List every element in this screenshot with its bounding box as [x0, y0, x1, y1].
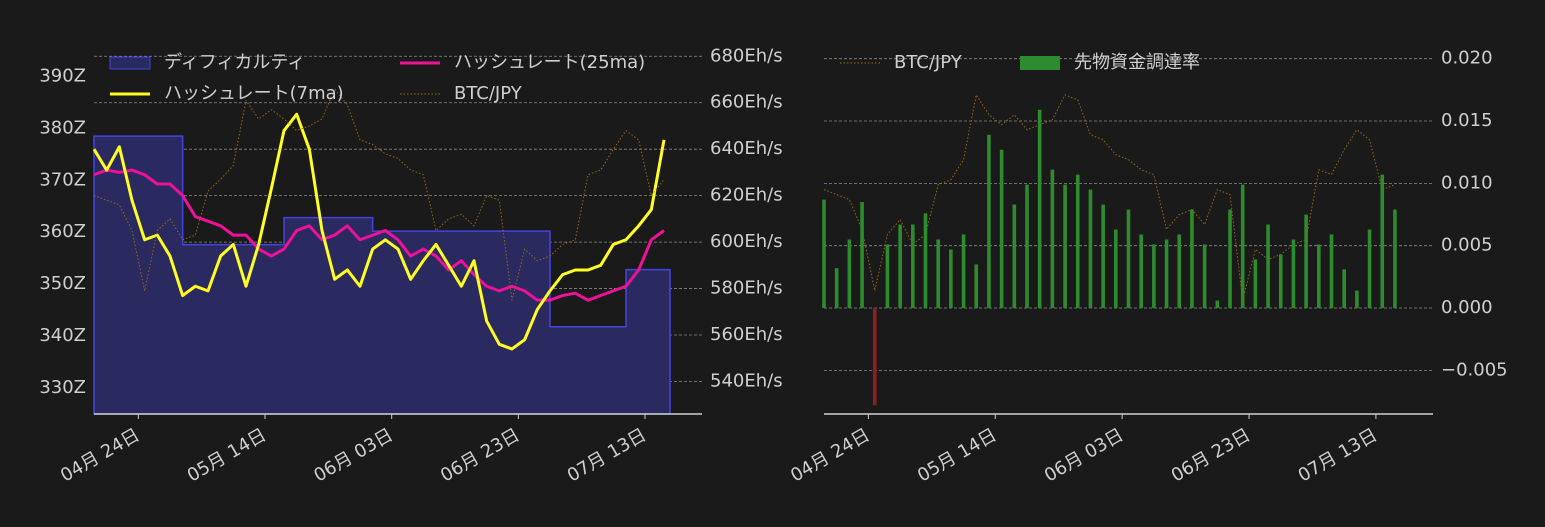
bar [1393, 209, 1397, 309]
bar [1380, 174, 1385, 309]
bar [1050, 169, 1055, 309]
bar [961, 234, 966, 309]
y-tick-label: 0.005 [1441, 235, 1493, 256]
bar [923, 213, 928, 309]
legend-label: ハッシュレート(7ma) [164, 83, 344, 104]
bar [1114, 229, 1118, 309]
y-tick-label: 370Z [39, 169, 86, 190]
y-tick-label: 380Z [39, 117, 86, 138]
bar [1253, 259, 1258, 309]
bar [1075, 174, 1080, 309]
y2-tick-label: 680Eh/s [710, 45, 783, 66]
y-tick-label: 390Z [39, 65, 86, 86]
bar [885, 244, 890, 309]
bar [911, 224, 915, 309]
y-tick-label: −0.005 [1441, 359, 1508, 380]
y2-tick-label: 660Eh/s [710, 92, 783, 113]
bar [860, 202, 864, 309]
bar [1291, 239, 1296, 309]
bar [1177, 234, 1182, 309]
bar [1126, 209, 1131, 309]
legend-label: BTC/JPY [454, 83, 523, 104]
x-tick-label: 06月 03日 [310, 424, 396, 486]
x-tick-label: 06月 23日 [1168, 424, 1254, 486]
bar [1152, 244, 1156, 309]
bar [847, 239, 852, 309]
x-tick-label: 07月 13日 [1295, 424, 1381, 486]
x-tick-label: 05月 14日 [184, 424, 270, 486]
legend-swatch [109, 56, 151, 70]
legend-label: ハッシュレート(25ma) [454, 52, 645, 73]
series-line [93, 168, 665, 302]
x-tick-label: 04月 24日 [57, 424, 143, 486]
bar [974, 264, 979, 309]
x-tick-label: 07月 13日 [564, 424, 650, 486]
y-tick-label: 330Z [39, 377, 86, 398]
y2-tick-label: 540Eh/s [710, 370, 783, 391]
legend-label: 先物資金調達率 [1074, 52, 1200, 73]
y2-tick-label: 560Eh/s [710, 324, 783, 345]
x-tick-label: 05月 14日 [914, 424, 1000, 486]
x-tick-label: 06月 23日 [437, 424, 523, 486]
bar [898, 224, 902, 309]
bar [834, 268, 839, 309]
y2-tick-label: 580Eh/s [710, 278, 783, 299]
y2-tick-label: 640Eh/s [710, 138, 783, 159]
bar [1088, 189, 1093, 309]
bar [1101, 204, 1105, 309]
bar [1037, 109, 1042, 309]
y-tick-label: 0.015 [1441, 110, 1493, 131]
bar [872, 308, 877, 406]
bar [1012, 204, 1017, 309]
bar [1317, 244, 1321, 309]
bar [1355, 290, 1359, 309]
y-tick-label: 0.010 [1441, 172, 1493, 193]
bar [999, 149, 1004, 309]
bar [949, 249, 953, 309]
bar [1240, 184, 1245, 309]
bar [1202, 244, 1207, 309]
bar [1215, 300, 1220, 309]
y-tick-label: 360Z [39, 221, 86, 242]
bar [1278, 254, 1283, 309]
difficulty-area [93, 135, 671, 415]
bar [1266, 224, 1270, 309]
bar [1367, 229, 1372, 309]
bar [1304, 214, 1308, 309]
bar [1228, 209, 1232, 309]
y-tick-label: 0.000 [1441, 297, 1493, 318]
x-tick-label: 04月 24日 [787, 424, 873, 486]
y2-tick-label: 600Eh/s [710, 231, 783, 252]
bar [1139, 234, 1143, 309]
legend-swatch [1020, 56, 1060, 70]
bar [822, 199, 826, 309]
bar [1342, 269, 1346, 309]
series-line [823, 94, 1396, 302]
y-tick-label: 340Z [39, 325, 86, 346]
y-tick-label: 350Z [39, 273, 86, 294]
y-tick-label: 0.020 [1441, 48, 1493, 69]
bar [1063, 184, 1067, 309]
bar [1190, 209, 1194, 309]
bar [1329, 234, 1334, 309]
y2-tick-label: 620Eh/s [710, 185, 783, 206]
bar [987, 134, 991, 309]
legend-label: ディフィカルティ [164, 52, 305, 73]
bar [936, 239, 940, 309]
legend-label: BTC/JPY [894, 52, 963, 73]
bar [1025, 184, 1029, 309]
series-line [92, 112, 666, 351]
x-tick-label: 06月 03日 [1041, 424, 1127, 486]
bar [1164, 239, 1169, 309]
